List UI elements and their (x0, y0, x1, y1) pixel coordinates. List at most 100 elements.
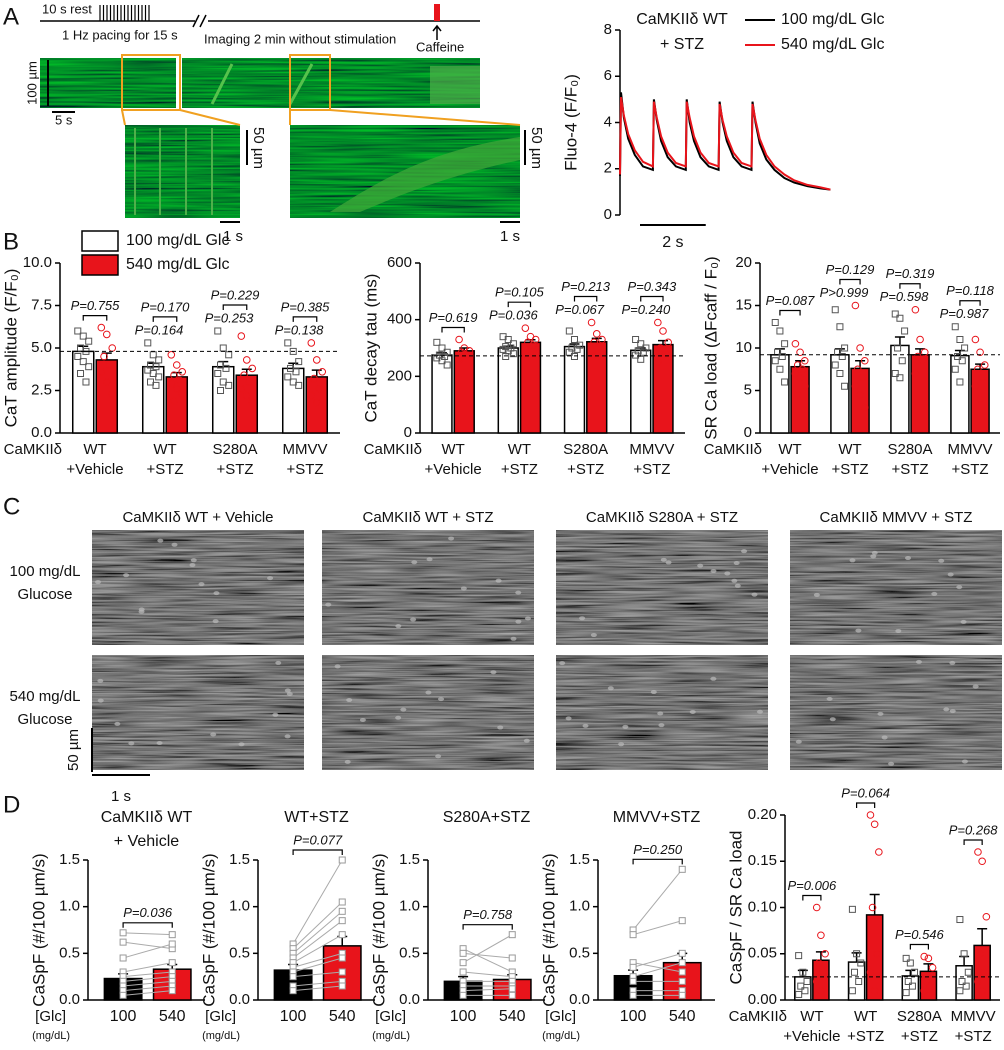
data-point (796, 348, 804, 357)
spark-speck (751, 592, 758, 597)
data-point (848, 905, 856, 913)
y-axis-label: Fluo-4 (F/F₀) (561, 74, 580, 171)
data-point (891, 370, 899, 377)
spark-speck (460, 586, 467, 591)
data-point (678, 991, 686, 999)
chart-title: + Vehicle (114, 833, 179, 850)
spark-speck (660, 557, 667, 562)
data-point (962, 982, 970, 990)
bar (281, 367, 305, 434)
data-point (172, 385, 181, 393)
data-point (632, 336, 640, 343)
row-label: Glucose (17, 586, 72, 603)
data-point (438, 357, 446, 365)
data-point (168, 940, 176, 948)
spark-speck (267, 576, 274, 581)
zoom-boxes (121, 54, 521, 126)
bar (847, 961, 866, 1001)
data-point (105, 361, 114, 369)
p-value: P>0.999 (820, 285, 869, 300)
data-point (289, 973, 297, 981)
data-point (841, 382, 849, 390)
data-point (284, 373, 292, 381)
x-tick-label: WT (854, 1008, 877, 1025)
data-point (168, 931, 176, 939)
data-point (315, 385, 324, 393)
data-point (678, 968, 686, 976)
spark-image (322, 655, 534, 770)
spark-speck (123, 573, 130, 578)
spark-speck (657, 711, 664, 716)
data-point (119, 938, 127, 946)
x-tick-label: 540 (329, 1008, 356, 1025)
data-point (499, 345, 507, 353)
data-point (108, 390, 117, 398)
data-point (776, 327, 784, 335)
data-point (289, 347, 297, 355)
data-point (894, 344, 902, 352)
protocol-text: Caffeine (416, 39, 464, 54)
bracket (640, 295, 664, 302)
data-point (870, 986, 879, 995)
p-value: P=0.129 (826, 262, 875, 277)
p-value: P=0.385 (281, 299, 331, 314)
data-point (242, 356, 251, 364)
data-point (791, 369, 800, 378)
data-point (848, 987, 856, 995)
chart-title: S280A+STZ (443, 809, 531, 826)
data-point (295, 381, 303, 389)
scale-label: 1 s (500, 228, 520, 245)
y-axis-label: SR Ca load (ΔFcaff / F₀) (701, 256, 720, 439)
p-value: P=0.250 (633, 842, 683, 857)
data-point (310, 374, 318, 383)
bar (305, 376, 329, 434)
data-point (438, 344, 446, 352)
data-point (771, 357, 779, 365)
data-point (678, 949, 686, 957)
data-point (170, 371, 178, 380)
data-point (74, 353, 82, 360)
data-point (916, 335, 924, 344)
data-point (956, 336, 964, 343)
y-tick-label: 15 (735, 296, 752, 313)
data-point (860, 403, 869, 412)
spark-speck (795, 739, 802, 744)
x-tick-label: MMVV (951, 1008, 996, 1025)
data-point (841, 344, 849, 352)
y-tick-label: 0.20 (748, 806, 777, 823)
data-point (904, 978, 912, 985)
bar (970, 368, 990, 434)
data-point (964, 968, 972, 976)
y-tick-label: 400 (387, 311, 412, 328)
column-title: CaMKIIδ WT + Vehicle (122, 509, 273, 526)
y-tick-label: 1.0 (229, 898, 250, 915)
data-point (170, 396, 178, 405)
data-point (455, 355, 463, 364)
data-point (570, 336, 578, 343)
bracket (839, 278, 861, 285)
bar (901, 975, 920, 1001)
pair-line (463, 952, 513, 959)
data-point (459, 959, 467, 967)
data-point (800, 382, 809, 391)
data-point (795, 990, 803, 998)
bracket (122, 922, 173, 928)
arrow (432, 24, 442, 40)
data-point (338, 968, 346, 976)
p-value: P=0.268 (949, 822, 999, 837)
spark-speck (97, 678, 104, 683)
pacing-lines (134, 128, 213, 215)
data-point (956, 916, 964, 924)
data-point (781, 378, 789, 386)
data-point (664, 338, 672, 347)
data-point (77, 370, 85, 377)
spark-speck (97, 698, 104, 703)
data-point (463, 351, 471, 359)
spark-speck (497, 725, 504, 730)
spark-speck (756, 709, 763, 714)
spark-speck (438, 697, 445, 702)
data-point (956, 378, 964, 386)
spark-speck (733, 561, 740, 566)
data-point (637, 340, 645, 348)
data-point (902, 989, 910, 997)
